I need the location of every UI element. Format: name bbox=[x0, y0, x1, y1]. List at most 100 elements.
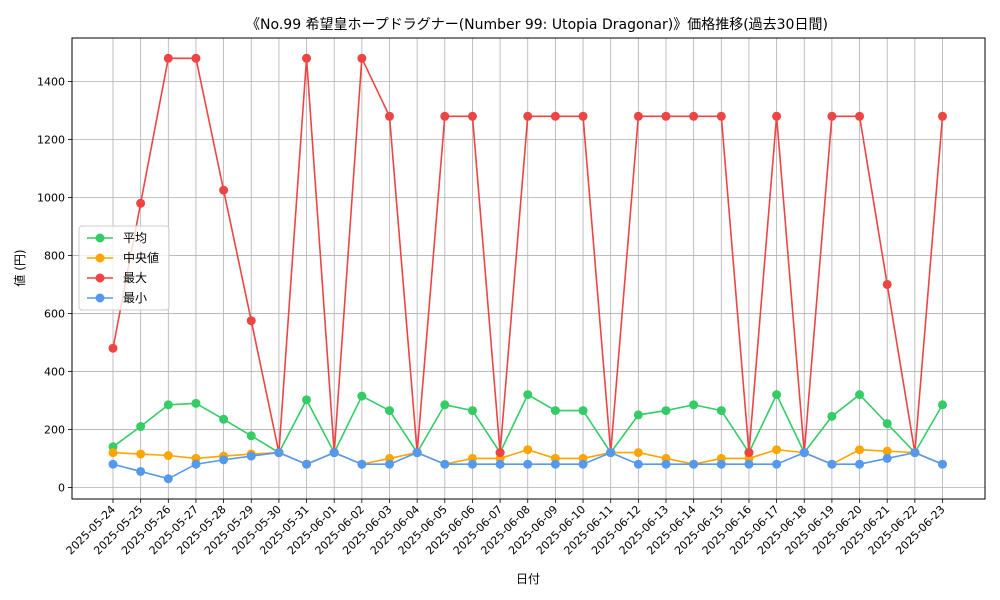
legend-item: 最大 bbox=[87, 271, 147, 285]
data-point bbox=[136, 198, 146, 208]
data-point bbox=[357, 459, 367, 469]
data-point bbox=[578, 459, 588, 469]
data-point bbox=[357, 53, 367, 63]
grid bbox=[72, 38, 985, 499]
data-point bbox=[191, 53, 201, 63]
data-point bbox=[136, 449, 146, 459]
data-point bbox=[163, 474, 173, 484]
data-point bbox=[633, 410, 643, 420]
legend-marker bbox=[95, 253, 105, 263]
data-point bbox=[523, 111, 533, 121]
x-axis: 2025-05-242025-05-252025-05-262025-05-27… bbox=[64, 499, 948, 557]
data-point bbox=[302, 459, 312, 469]
legend-item: 平均 bbox=[87, 231, 147, 245]
data-point bbox=[855, 390, 865, 400]
data-point bbox=[523, 390, 533, 400]
data-point bbox=[799, 448, 809, 458]
data-point bbox=[827, 459, 837, 469]
data-point bbox=[385, 406, 394, 416]
legend-marker bbox=[95, 233, 105, 243]
data-point bbox=[882, 419, 892, 429]
data-point bbox=[938, 400, 947, 410]
data-point bbox=[882, 279, 892, 289]
data-point bbox=[108, 343, 118, 353]
data-point bbox=[136, 422, 146, 432]
data-point bbox=[855, 459, 865, 469]
data-point bbox=[274, 448, 284, 458]
data-point bbox=[633, 111, 643, 121]
data-point bbox=[385, 111, 394, 121]
data-point bbox=[578, 406, 588, 416]
data-point bbox=[716, 459, 726, 469]
data-point bbox=[938, 459, 947, 469]
data-point bbox=[440, 400, 450, 410]
y-axis-title: 値 (円) bbox=[12, 249, 27, 286]
y-tick-label: 0 bbox=[58, 481, 65, 494]
data-point bbox=[163, 53, 173, 63]
data-point bbox=[329, 448, 339, 458]
data-point bbox=[716, 406, 726, 416]
series-3 bbox=[108, 448, 947, 484]
data-point bbox=[772, 459, 782, 469]
data-point bbox=[550, 111, 560, 121]
data-point bbox=[578, 111, 588, 121]
legend-label: 最小 bbox=[123, 291, 147, 305]
data-point bbox=[440, 111, 450, 121]
legend-item: 最小 bbox=[87, 291, 147, 305]
data-point bbox=[550, 459, 560, 469]
data-point bbox=[467, 459, 477, 469]
data-point bbox=[661, 406, 671, 416]
data-point bbox=[191, 459, 201, 469]
data-point bbox=[550, 406, 560, 416]
chart-title: 《No.99 希望皇ホープドラグナー(Number 99: Utopia Dra… bbox=[246, 17, 828, 33]
data-point bbox=[357, 391, 367, 401]
data-point bbox=[191, 398, 201, 408]
data-point bbox=[495, 448, 505, 458]
data-point bbox=[716, 111, 726, 121]
data-point bbox=[523, 445, 533, 455]
legend-marker bbox=[95, 293, 105, 303]
data-point bbox=[467, 406, 477, 416]
data-point bbox=[246, 451, 256, 461]
data-point bbox=[246, 316, 256, 326]
data-point bbox=[744, 459, 754, 469]
data-point bbox=[219, 455, 229, 465]
data-point bbox=[467, 111, 477, 121]
legend-marker bbox=[95, 273, 105, 283]
data-point bbox=[219, 185, 229, 195]
data-point bbox=[412, 448, 422, 458]
y-tick-label: 400 bbox=[44, 365, 65, 378]
y-tick-label: 1000 bbox=[37, 191, 65, 204]
data-point bbox=[246, 431, 256, 441]
data-point bbox=[219, 414, 229, 424]
y-tick-label: 1200 bbox=[37, 133, 65, 146]
data-point bbox=[772, 390, 782, 400]
data-point bbox=[606, 448, 616, 458]
data-point bbox=[302, 395, 312, 405]
data-point bbox=[495, 459, 505, 469]
series-layer bbox=[108, 53, 947, 484]
legend-label: 最大 bbox=[123, 271, 147, 285]
data-point bbox=[689, 400, 699, 410]
data-point bbox=[661, 111, 671, 121]
data-point bbox=[136, 466, 146, 476]
data-point bbox=[827, 111, 837, 121]
data-point bbox=[882, 446, 892, 456]
y-tick-label: 600 bbox=[44, 307, 65, 320]
data-point bbox=[689, 459, 699, 469]
data-point bbox=[523, 459, 533, 469]
y-tick-label: 200 bbox=[44, 423, 65, 436]
data-point bbox=[689, 111, 699, 121]
data-point bbox=[910, 448, 920, 458]
data-point bbox=[633, 448, 643, 458]
legend-label: 平均 bbox=[123, 231, 147, 245]
data-point bbox=[772, 445, 782, 455]
data-point bbox=[855, 445, 865, 455]
y-axis: 0 200 400 600 800 1000 1200 1400 bbox=[37, 75, 72, 494]
legend-item: 中央値 bbox=[87, 250, 159, 265]
data-point bbox=[108, 448, 118, 458]
data-point bbox=[744, 448, 754, 458]
data-point bbox=[855, 111, 865, 121]
data-point bbox=[163, 451, 173, 461]
